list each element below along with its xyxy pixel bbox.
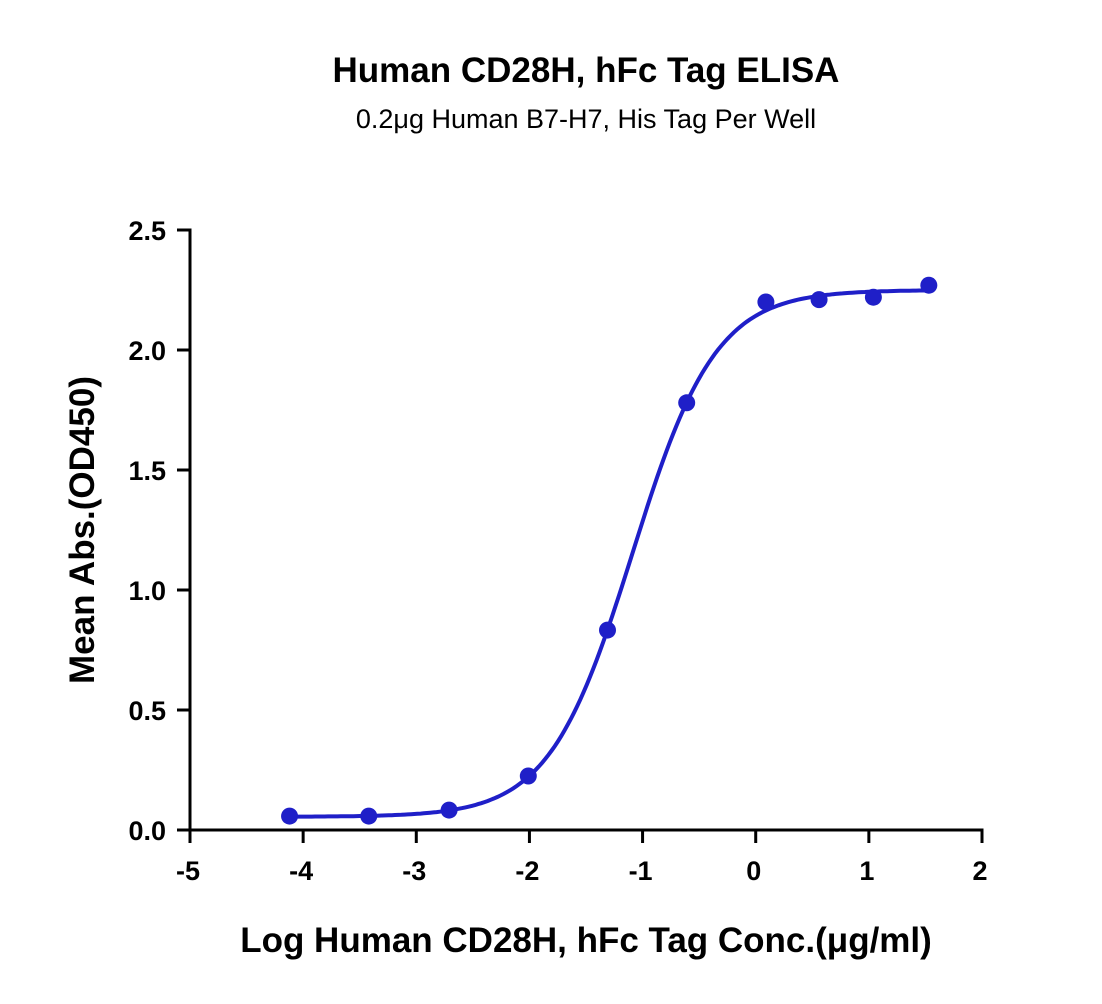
y-tick-label: 1.5: [128, 456, 166, 486]
x-tick-label: 2: [972, 856, 987, 886]
y-tick-label: 0.5: [128, 696, 166, 726]
data-point: [864, 288, 882, 306]
data-point: [519, 767, 537, 785]
x-tick-label: 1: [859, 856, 874, 886]
chart-title: Human CD28H, hFc Tag ELISA: [333, 51, 840, 90]
y-tick-label: 0.0: [128, 816, 166, 846]
x-tick-label: 0: [746, 856, 761, 886]
x-axis-label: Log Human CD28H, hFc Tag Conc.(μg/ml): [240, 921, 932, 960]
x-tick-label: -5: [176, 856, 200, 886]
x-tick-label: -4: [289, 856, 313, 886]
y-axis-label: Mean Abs.(OD450): [63, 376, 102, 684]
y-tick-label: 1.0: [128, 576, 166, 606]
fit-curve: [289, 288, 929, 819]
data-point: [598, 621, 616, 639]
data-point: [920, 276, 938, 294]
data-point: [360, 807, 378, 825]
chart-subtitle: 0.2μg Human B7-H7, His Tag Per Well: [356, 104, 816, 134]
x-tick-label: -1: [629, 856, 653, 886]
y-tick-label: 2.5: [128, 216, 166, 246]
data-point: [810, 291, 828, 309]
data-point: [678, 394, 696, 412]
data-point: [757, 293, 775, 311]
x-tick-label: -2: [515, 856, 539, 886]
data-point: [440, 801, 458, 819]
y-tick-label: 2.0: [128, 336, 166, 366]
data-point: [281, 807, 299, 825]
x-tick-label: -3: [402, 856, 426, 886]
